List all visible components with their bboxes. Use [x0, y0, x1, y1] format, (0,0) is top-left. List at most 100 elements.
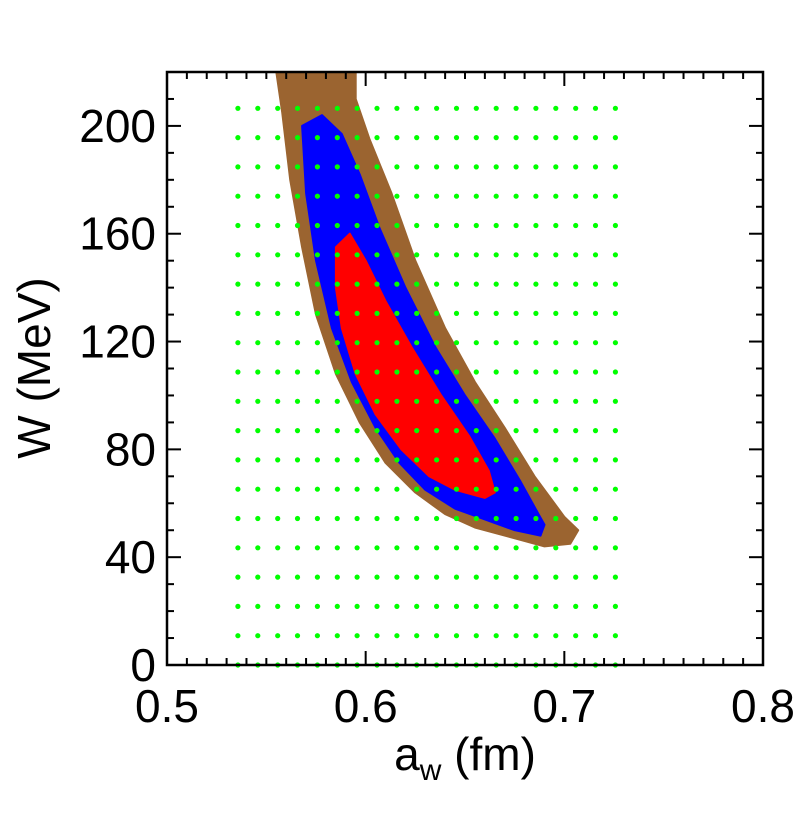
- grid-point: [553, 164, 559, 170]
- grid-point: [394, 486, 400, 492]
- grid-point: [573, 398, 579, 404]
- grid-point: [294, 222, 301, 229]
- grid-point: [513, 457, 519, 463]
- grid-point: [235, 340, 241, 346]
- grid-point: [493, 340, 499, 346]
- grid-point: [553, 398, 559, 404]
- grid-point: [314, 398, 320, 404]
- grid-point: [533, 281, 539, 287]
- grid-point: [275, 369, 281, 375]
- grid-point: [235, 545, 241, 551]
- grid-point: [473, 486, 479, 492]
- grid-point: [394, 310, 400, 316]
- grid-point: [612, 135, 619, 141]
- x-tick-label: 0.7: [532, 680, 596, 732]
- grid-point: [453, 486, 460, 492]
- grid-point: [354, 252, 360, 258]
- grid-point: [275, 515, 281, 522]
- grid-point: [573, 457, 579, 463]
- grid-point: [374, 545, 380, 551]
- grid-point: [275, 252, 281, 258]
- grid-point: [275, 281, 281, 287]
- grid-point: [235, 252, 241, 258]
- grid-point: [453, 222, 460, 229]
- grid-point: [314, 457, 320, 463]
- grid-point: [235, 164, 241, 170]
- grid-point: [354, 457, 360, 463]
- grid-point: [573, 281, 579, 287]
- grid-point: [453, 545, 460, 551]
- grid-point: [314, 369, 320, 375]
- grid-point: [533, 574, 539, 580]
- grid-point: [314, 515, 320, 522]
- grid-point: [374, 105, 380, 111]
- grid-point: [255, 193, 261, 199]
- grid-point: [235, 135, 241, 141]
- grid-point: [354, 486, 360, 492]
- grid-point: [394, 428, 400, 434]
- grid-point: [513, 515, 519, 522]
- grid-point: [612, 193, 619, 199]
- grid-point: [553, 340, 559, 346]
- grid-point: [592, 486, 599, 492]
- grid-point: [453, 369, 460, 375]
- grid-point: [553, 545, 559, 551]
- grid-point: [294, 633, 301, 639]
- grid-point: [573, 369, 579, 375]
- grid-point: [573, 428, 579, 434]
- grid-point: [354, 515, 360, 522]
- grid-point: [592, 340, 599, 346]
- grid-point: [294, 105, 301, 111]
- y-axis-label: W (MeV): [8, 277, 60, 458]
- grid-point: [334, 428, 340, 434]
- y-tick-label: 80: [105, 423, 156, 475]
- grid-point: [275, 574, 281, 580]
- grid-point: [414, 135, 420, 141]
- grid-point: [612, 574, 619, 580]
- grid-point: [513, 398, 519, 404]
- grid-point: [294, 457, 301, 463]
- grid-point: [354, 340, 360, 346]
- grid-point: [533, 633, 539, 639]
- grid-point: [612, 340, 619, 346]
- grid-point: [314, 633, 320, 639]
- grid-point: [294, 486, 301, 492]
- grid-point: [573, 515, 579, 522]
- grid-point: [533, 135, 539, 141]
- grid-point: [493, 603, 499, 610]
- grid-point: [275, 486, 281, 492]
- grid-point: [414, 369, 420, 375]
- x-tick-labels: 0.5 0.6 0.7 0.8: [135, 680, 795, 732]
- grid-point: [235, 222, 241, 229]
- grid-point: [275, 105, 281, 111]
- x-axis-label-main: a: [394, 728, 420, 780]
- grid-point: [314, 164, 320, 170]
- grid-point: [374, 369, 380, 375]
- grid-point: [354, 222, 360, 229]
- grid-point: [533, 193, 539, 199]
- grid-point: [414, 515, 420, 522]
- grid-point: [592, 222, 599, 229]
- grid-point: [493, 515, 499, 522]
- grid-point: [374, 486, 380, 492]
- grid-point: [533, 222, 539, 229]
- confidence-regions: [275, 71, 580, 548]
- grid-point: [513, 340, 519, 346]
- grid-point: [314, 340, 320, 346]
- grid-point: [394, 135, 400, 141]
- grid-point: [533, 369, 539, 375]
- grid-point: [493, 633, 499, 639]
- grid-point: [513, 486, 519, 492]
- grid-point: [473, 222, 479, 229]
- grid-point: [275, 603, 281, 610]
- grid-point: [573, 603, 579, 610]
- grid-point: [255, 340, 261, 346]
- grid-point: [473, 164, 479, 170]
- grid-point: [334, 486, 340, 492]
- grid-point: [354, 574, 360, 580]
- grid-point: [513, 369, 519, 375]
- grid-point: [434, 398, 440, 404]
- grid-points: [235, 105, 619, 668]
- grid-point: [453, 603, 460, 610]
